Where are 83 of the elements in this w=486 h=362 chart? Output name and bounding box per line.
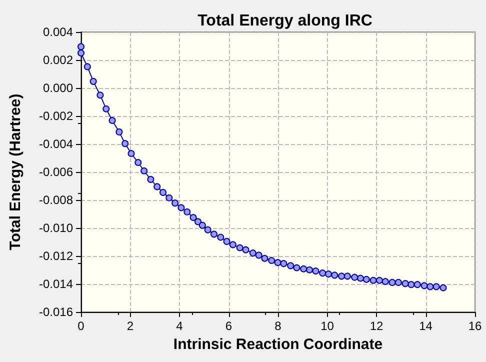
point [84, 63, 91, 70]
point [293, 264, 300, 272]
point [338, 272, 346, 280]
y-tick-label: -0.010 [38, 221, 74, 235]
y-tick-label: -0.006 [38, 165, 74, 179]
point [160, 188, 166, 196]
point [128, 150, 135, 158]
point [108, 116, 116, 124]
point [376, 276, 383, 284]
x-tick-label: 6 [225, 319, 232, 333]
x-tick-label: 10 [320, 319, 334, 333]
point [140, 167, 148, 174]
point [408, 281, 415, 288]
point [78, 43, 84, 50]
point [331, 272, 338, 279]
point [78, 50, 84, 56]
point [204, 226, 212, 234]
point [370, 276, 377, 284]
point [414, 281, 421, 288]
point [166, 194, 173, 202]
point [184, 208, 191, 216]
x-tick-label: 16 [468, 319, 482, 333]
point [357, 274, 364, 282]
y-axis-title: Total Energy (Hartree) [7, 94, 24, 250]
point [274, 259, 282, 266]
point [178, 204, 185, 212]
point [300, 265, 308, 272]
y-tick-label: -0.004 [38, 137, 74, 151]
x-tick-label: 2 [126, 319, 134, 333]
point [261, 254, 268, 262]
point [190, 214, 197, 221]
point [351, 274, 358, 281]
point [249, 250, 256, 257]
point [324, 270, 332, 278]
point [154, 183, 161, 190]
point [102, 105, 110, 112]
point [426, 283, 434, 290]
point [388, 278, 396, 286]
y-tick-label: -0.016 [38, 305, 74, 319]
point [210, 230, 218, 238]
point [319, 270, 326, 277]
point [90, 78, 97, 85]
point [223, 238, 230, 245]
point [242, 246, 250, 254]
point [420, 282, 428, 290]
point [344, 272, 351, 280]
y-tick-label: 0.002 [42, 53, 74, 67]
x-tick-label: 0 [78, 319, 85, 333]
x-axis-title: Intrinsic Reaction Coordinate [173, 336, 383, 353]
y-tick-label: -0.012 [38, 249, 74, 263]
point [116, 128, 123, 136]
point [306, 266, 314, 274]
point [402, 280, 409, 288]
point [229, 241, 236, 248]
point [172, 200, 179, 207]
point [198, 222, 206, 229]
point [96, 92, 104, 99]
chart-title: Total Energy along IRC [198, 12, 373, 30]
point [122, 140, 129, 148]
point [147, 176, 154, 183]
point [255, 252, 262, 259]
x-tick-label: 8 [274, 319, 282, 333]
point [268, 256, 276, 264]
point [217, 234, 224, 241]
point [280, 260, 288, 268]
x-tick-label: 12 [370, 319, 384, 333]
y-tick-label: 0.004 [42, 25, 74, 39]
point [312, 267, 320, 274]
point [287, 262, 294, 270]
y-tick-label: -0.008 [38, 193, 74, 207]
y-tick-label: 0.000 [42, 81, 74, 95]
x-tick-label: 4 [176, 319, 184, 333]
point [134, 158, 142, 166]
x-tick-label: 14 [419, 319, 433, 333]
y-tick-label: -0.014 [38, 277, 74, 291]
point [382, 278, 389, 285]
point [394, 278, 402, 286]
point [362, 276, 370, 283]
point [440, 284, 447, 292]
point [194, 218, 202, 226]
point [236, 244, 244, 252]
point [432, 283, 440, 290]
y-tick-label: -0.002 [38, 109, 74, 123]
